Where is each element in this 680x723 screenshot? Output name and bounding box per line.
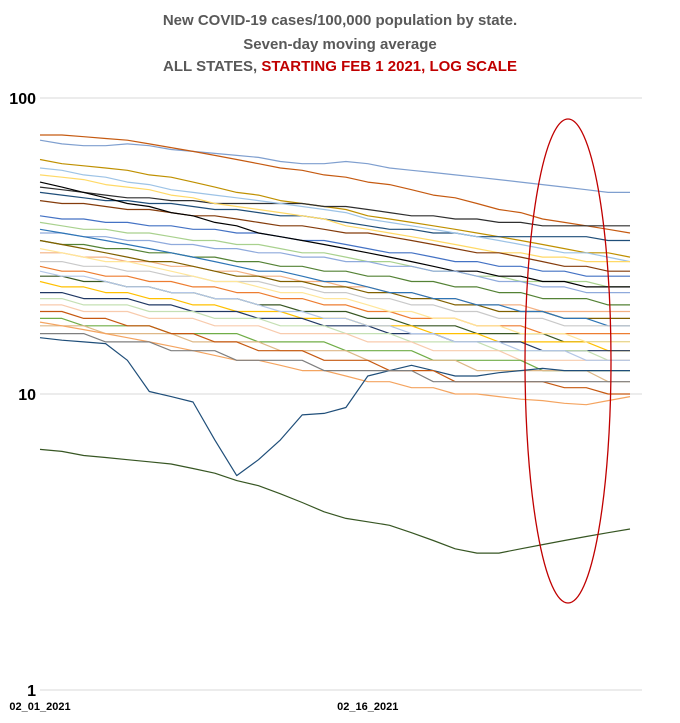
series-line (39, 265, 630, 335)
series-line (39, 158, 631, 258)
series-lines (39, 134, 631, 554)
series-line (40, 292, 630, 352)
chart-title-line-1: New COVID-19 cases/100,000 population by… (162, 12, 518, 29)
series-line (39, 228, 630, 327)
series-line (39, 337, 630, 477)
series-line (39, 239, 630, 306)
series-line (40, 252, 630, 313)
series-line (40, 134, 631, 234)
y-axis-ticks: 100 10 1 (9, 91, 36, 700)
series-line (39, 280, 630, 352)
series-line (39, 200, 630, 272)
series-line (40, 232, 630, 294)
y-tick-label: 100 (9, 91, 36, 108)
gridlines (40, 97, 642, 691)
title-highlight: STARTING FEB 1 2021, LOG SCALE (261, 58, 517, 75)
series-line (39, 270, 630, 361)
series-line (40, 261, 630, 327)
x-tick-label: 02_16_2021 (337, 701, 398, 713)
series-line (39, 191, 630, 242)
series-line (39, 181, 630, 288)
series-line (39, 186, 630, 227)
x-axis-ticks: 02_01_2021 02_16_2021 (9, 701, 398, 713)
series-line (39, 448, 631, 554)
series-line (39, 248, 630, 343)
y-tick-label: 10 (18, 387, 36, 404)
series-line (39, 139, 630, 193)
chart-title-line-3: ALL STATES, STARTING FEB 1 2021, LOG SCA… (0, 56, 680, 77)
series-line (40, 325, 630, 383)
series-line (39, 174, 630, 263)
x-tick-label: 02_01_2021 (9, 701, 70, 713)
y-tick-label: 1 (27, 683, 36, 700)
series-line (39, 239, 630, 319)
series-line (39, 167, 631, 263)
highlight-ellipse (524, 118, 612, 604)
series-line (39, 321, 631, 406)
series-line (40, 304, 630, 361)
chart-title-line-2: Seven-day moving average (243, 36, 437, 53)
series-line (39, 215, 630, 277)
title-prefix: ALL STATES, (163, 58, 262, 75)
series-line (39, 221, 630, 288)
series-line (40, 333, 630, 383)
